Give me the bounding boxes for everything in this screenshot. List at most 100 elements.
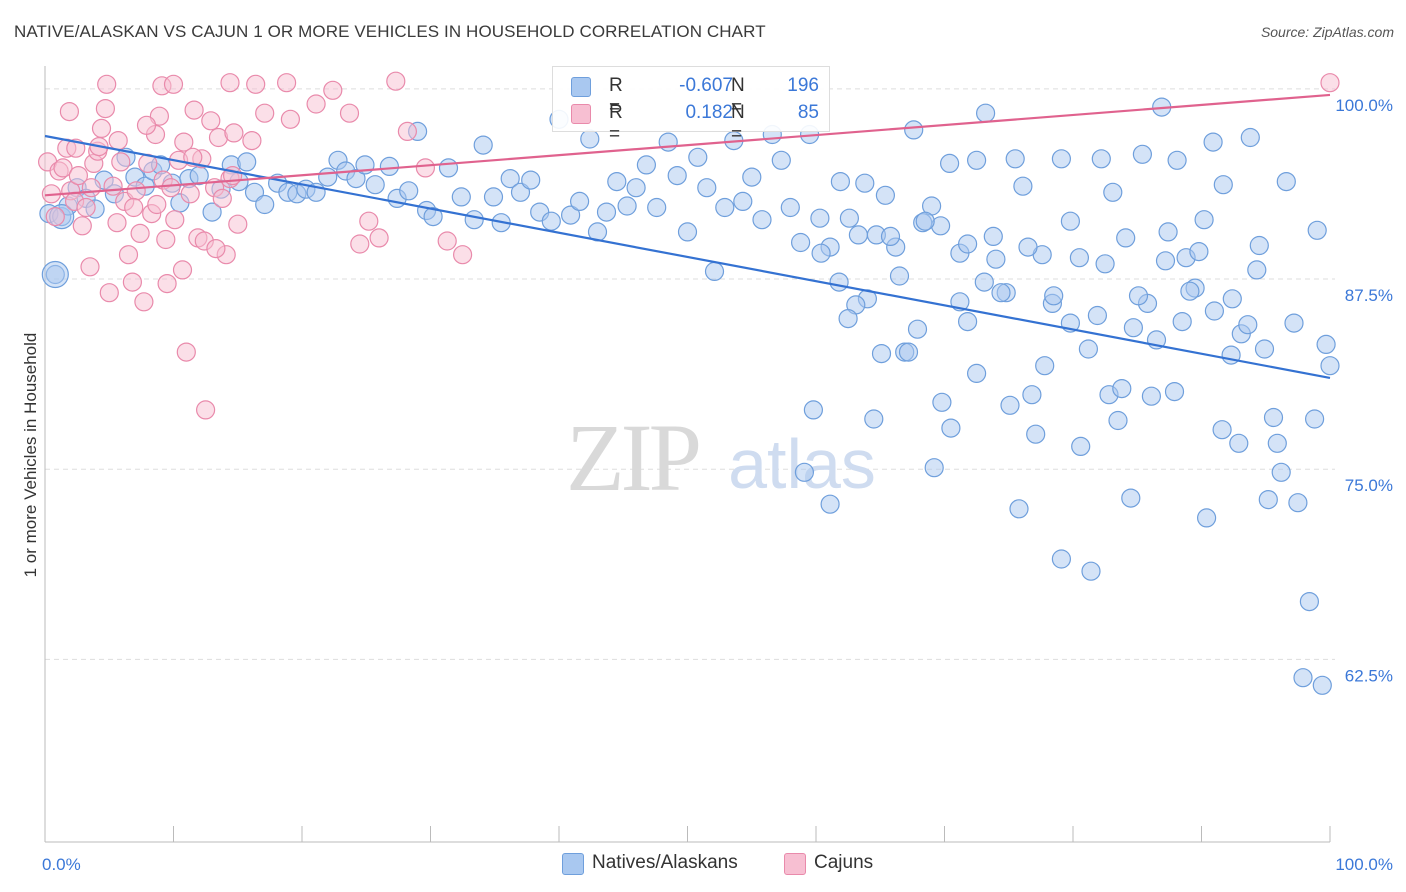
point-native bbox=[399, 181, 419, 201]
point-native bbox=[1238, 315, 1258, 335]
gridlines bbox=[45, 88, 1335, 660]
point-cajun bbox=[118, 245, 139, 265]
point-native bbox=[957, 234, 978, 254]
point-native bbox=[1108, 410, 1128, 431]
point-cajun bbox=[277, 73, 297, 93]
point-cajun bbox=[184, 100, 204, 120]
legend-n-value: 85 bbox=[797, 102, 819, 123]
point-native bbox=[1288, 493, 1308, 513]
point-native bbox=[1229, 433, 1249, 453]
point-native bbox=[423, 207, 443, 227]
point-native bbox=[1240, 127, 1260, 148]
point-native bbox=[438, 158, 459, 178]
point-native bbox=[1060, 211, 1081, 231]
point-cajun bbox=[163, 74, 184, 94]
point-cajun bbox=[359, 211, 379, 231]
point-native bbox=[790, 232, 811, 253]
legend-label: Natives/Alaskans bbox=[592, 852, 738, 873]
point-native bbox=[838, 309, 858, 329]
stats-legend: R = -0.607 N = 196 R = 0.182 N = 85 bbox=[552, 66, 830, 145]
point-native bbox=[880, 226, 901, 246]
point-native bbox=[975, 103, 996, 123]
point-native bbox=[1112, 379, 1132, 399]
y-tick-label: 87.5% bbox=[1345, 286, 1393, 305]
point-native bbox=[473, 135, 493, 155]
point-native bbox=[1304, 409, 1325, 429]
y-axis-title: 1 or more Vehicles in Household bbox=[21, 333, 40, 578]
legend-swatch-blue bbox=[571, 77, 591, 97]
point-native bbox=[688, 147, 708, 167]
point-native bbox=[1276, 172, 1296, 192]
point-cajun bbox=[323, 80, 343, 100]
legend-label: Cajuns bbox=[814, 852, 874, 873]
point-native bbox=[1013, 176, 1033, 196]
point-native bbox=[986, 249, 1006, 269]
point-native bbox=[626, 178, 646, 198]
point-native bbox=[1000, 395, 1020, 415]
point-native bbox=[1087, 305, 1108, 326]
point-native bbox=[1081, 561, 1101, 581]
point-cajun bbox=[161, 178, 181, 198]
legend-n-label: N = bbox=[731, 102, 745, 145]
point-native bbox=[647, 197, 667, 218]
point-native bbox=[1005, 149, 1025, 169]
legend-r-label: R = bbox=[609, 75, 623, 118]
x-tick-label-max: 100.0% bbox=[1335, 855, 1393, 874]
point-native bbox=[667, 166, 687, 186]
point-native bbox=[318, 167, 338, 187]
point-native bbox=[939, 153, 960, 173]
point-native bbox=[1247, 260, 1267, 280]
point-native bbox=[904, 120, 924, 140]
point-native bbox=[607, 172, 627, 192]
point-native bbox=[742, 167, 762, 187]
point-native bbox=[464, 210, 484, 230]
legend-n-label: N = bbox=[731, 75, 745, 118]
y-tick-label: 75.0% bbox=[1345, 476, 1393, 495]
point-native bbox=[1284, 313, 1304, 333]
point-native bbox=[848, 225, 869, 245]
point-cajun bbox=[126, 181, 146, 201]
point-native bbox=[1249, 235, 1269, 256]
point-native bbox=[541, 211, 561, 231]
legend-swatch-blue bbox=[562, 853, 584, 875]
point-cajun bbox=[246, 74, 266, 94]
point-native bbox=[780, 197, 800, 218]
point-cajun bbox=[97, 74, 117, 94]
point-cajun bbox=[45, 207, 65, 227]
point-native bbox=[500, 169, 520, 189]
point-cajun bbox=[174, 132, 194, 152]
point-native bbox=[941, 418, 961, 438]
point-cajun bbox=[76, 197, 96, 218]
point-native bbox=[1051, 149, 1072, 169]
point-cajun bbox=[280, 109, 300, 129]
point-cajun bbox=[206, 239, 226, 259]
point-cajun bbox=[53, 158, 73, 178]
trend-line-cajuns bbox=[44, 93, 1331, 197]
point-native bbox=[704, 261, 725, 281]
point-native-large bbox=[41, 260, 69, 289]
point-native bbox=[1022, 385, 1042, 405]
point-native bbox=[1213, 175, 1233, 195]
point-cajun bbox=[124, 197, 144, 218]
point-native bbox=[1051, 549, 1072, 569]
point-native bbox=[1312, 675, 1332, 695]
point-native bbox=[1044, 286, 1064, 306]
point-native bbox=[521, 170, 541, 190]
point-cajun bbox=[107, 213, 127, 233]
point-native bbox=[1172, 312, 1192, 332]
point-native bbox=[636, 155, 657, 175]
point-native bbox=[1069, 248, 1090, 268]
point-cajun bbox=[136, 115, 157, 135]
point-native bbox=[1180, 281, 1200, 301]
point-native bbox=[1194, 210, 1214, 230]
point-native bbox=[907, 319, 928, 339]
point-cajun bbox=[369, 228, 389, 248]
point-native bbox=[794, 462, 815, 482]
point-native bbox=[483, 187, 504, 207]
point-native bbox=[875, 185, 896, 205]
series-natives-alaskans bbox=[39, 97, 1340, 695]
point-cajun bbox=[242, 131, 262, 151]
point-native bbox=[1263, 407, 1284, 428]
point-native bbox=[1204, 301, 1225, 321]
point-native bbox=[752, 210, 772, 230]
